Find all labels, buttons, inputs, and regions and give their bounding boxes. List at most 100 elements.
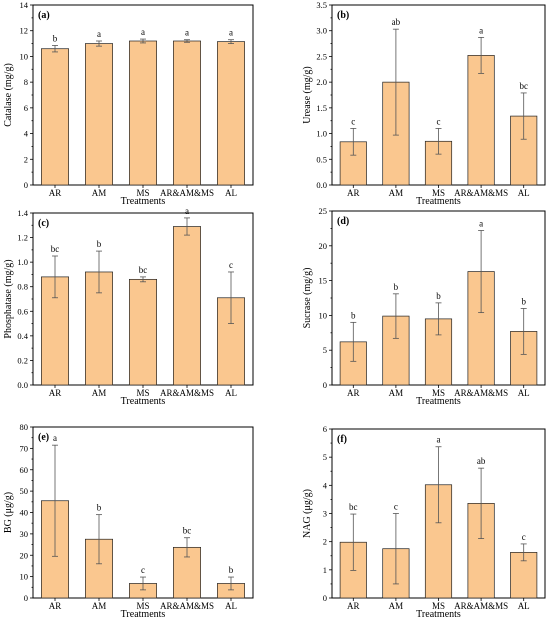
y-tick-label: 0.0 (316, 180, 327, 190)
x-tick-label: AR&AM&MS (454, 601, 508, 611)
x-tick-label: AR&AM&MS (160, 601, 214, 611)
y-tick-label: 1.4 (17, 208, 28, 218)
significance-letter: b (521, 296, 526, 306)
significance-letter: bc (139, 265, 148, 275)
bar (467, 55, 495, 186)
x-tick-label: AL (518, 188, 530, 198)
x-tick-label: MS (432, 188, 445, 198)
y-tick-label: 20 (319, 241, 328, 251)
x-tick-label: AL (225, 601, 237, 611)
x-tick-label: MS (432, 601, 445, 611)
x-tick-label: AL (518, 601, 530, 611)
significance-letter: b (53, 34, 58, 44)
x-tick-label: AM (92, 601, 107, 611)
significance-letter: bc (519, 81, 528, 91)
significance-letter: c (437, 116, 441, 126)
panel-3: 0.0 0.2 0.4 0.6 0.8 1.0 1.2 1.4 Phosphatase (mg/… (3, 206, 254, 407)
significance-letter: a (141, 27, 145, 37)
significance-letter: a (53, 433, 57, 443)
x-axis-label: Treatments (121, 396, 166, 407)
y-tick-label: 80 (20, 422, 29, 432)
panel-2: 0.0 0.5 1.0 1.5 2.0 2.5 3.0 3.5 Urease (mg/g) Tre… (302, 0, 546, 207)
bar (129, 40, 157, 186)
significance-letter: a (479, 25, 483, 35)
y-tick-label: 4 (24, 129, 29, 139)
y-tick-label: 2.0 (316, 77, 327, 87)
significance-letter: a (437, 435, 441, 445)
x-tick-label: AR&AM&MS (160, 188, 214, 198)
y-tick-label: 4 (323, 480, 328, 490)
significance-letter: b (436, 291, 441, 301)
y-tick-label: 1.0 (316, 129, 327, 139)
x-tick-label: MS (136, 388, 149, 398)
significance-letter: c (351, 116, 355, 126)
panel-4: 0 5 10 15 20 25 Sucrase (mg/g) Treatments (d) b AR… (302, 206, 546, 407)
y-tick-label: 0.6 (17, 306, 28, 316)
significance-letter: b (351, 310, 356, 320)
y-tick-label: 1 (323, 565, 327, 575)
y-axis-label: BG (μg/g) (3, 492, 14, 533)
y-tick-label: 5 (323, 345, 327, 355)
y-tick-label: 8 (24, 77, 28, 87)
x-tick-label: MS (432, 388, 445, 398)
bar (173, 226, 201, 386)
y-axis-label: NAG (μg/g) (302, 489, 313, 538)
y-tick-label: 0.5 (316, 154, 327, 164)
y-tick-label: 0 (323, 593, 327, 603)
x-tick-label: AM (389, 188, 404, 198)
y-tick-label: 20 (20, 550, 29, 560)
significance-letter: c (394, 502, 398, 512)
y-tick-label: 1.2 (17, 233, 28, 243)
significance-letter: ab (477, 456, 486, 466)
y-axis-label: Phosphatase (mg/g) (3, 259, 14, 338)
x-tick-label: AR (49, 601, 62, 611)
significance-letter: b (97, 503, 102, 513)
y-tick-label: 3.0 (316, 26, 327, 36)
x-axis-label: Treatments (416, 609, 461, 620)
y-tick-label: 0 (24, 593, 28, 603)
significance-letter: a (185, 206, 189, 216)
bar (217, 41, 245, 186)
y-tick-label: 10 (20, 572, 29, 582)
x-axis-label: Treatments (121, 196, 166, 207)
x-tick-label: AM (92, 388, 107, 398)
significance-letter: bc (51, 244, 60, 254)
x-tick-label: AR (347, 388, 360, 398)
y-tick-label: 10 (20, 51, 29, 61)
y-tick-label: 60 (20, 465, 29, 475)
significance-letter: b (229, 565, 234, 575)
x-tick-label: AR&AM&MS (160, 388, 214, 398)
y-tick-label: 0 (323, 380, 327, 390)
panel-1: 0 2 4 6 8 10 12 14 Catalase (mg/g) Treatments (a) b… (3, 0, 254, 207)
y-tick-label: 1.0 (17, 257, 28, 267)
bar (85, 43, 113, 186)
x-tick-label: AM (92, 188, 107, 198)
y-tick-label: 2 (24, 154, 28, 164)
y-tick-label: 1.5 (316, 103, 327, 113)
x-tick-label: AM (389, 601, 404, 611)
x-axis-label: Treatments (416, 196, 461, 207)
x-tick-label: AM (389, 388, 404, 398)
significance-letter: a (229, 28, 233, 38)
x-tick-label: MS (136, 601, 149, 611)
panel-letter: (e) (38, 432, 49, 443)
significance-letter: c (522, 532, 526, 542)
y-tick-label: 15 (319, 276, 328, 286)
y-tick-label: 25 (319, 206, 328, 216)
x-axis-label: Treatments (416, 396, 461, 407)
significance-letter: b (97, 239, 102, 249)
y-tick-label: 0.0 (17, 380, 28, 390)
x-tick-label: AL (518, 388, 530, 398)
significance-letter: a (185, 28, 189, 38)
y-tick-label: 12 (20, 26, 29, 36)
y-tick-label: 3 (323, 509, 327, 519)
y-tick-label: 50 (20, 486, 29, 496)
significance-letter: a (479, 218, 483, 228)
y-tick-label: 30 (20, 529, 29, 539)
y-tick-label: 0.2 (17, 355, 28, 365)
y-tick-label: 0 (24, 180, 28, 190)
panel-letter: (a) (38, 10, 50, 21)
y-tick-label: 2.5 (316, 51, 327, 61)
y-axis-label: Urease (mg/g) (302, 66, 313, 123)
significance-letter: bc (183, 526, 192, 536)
